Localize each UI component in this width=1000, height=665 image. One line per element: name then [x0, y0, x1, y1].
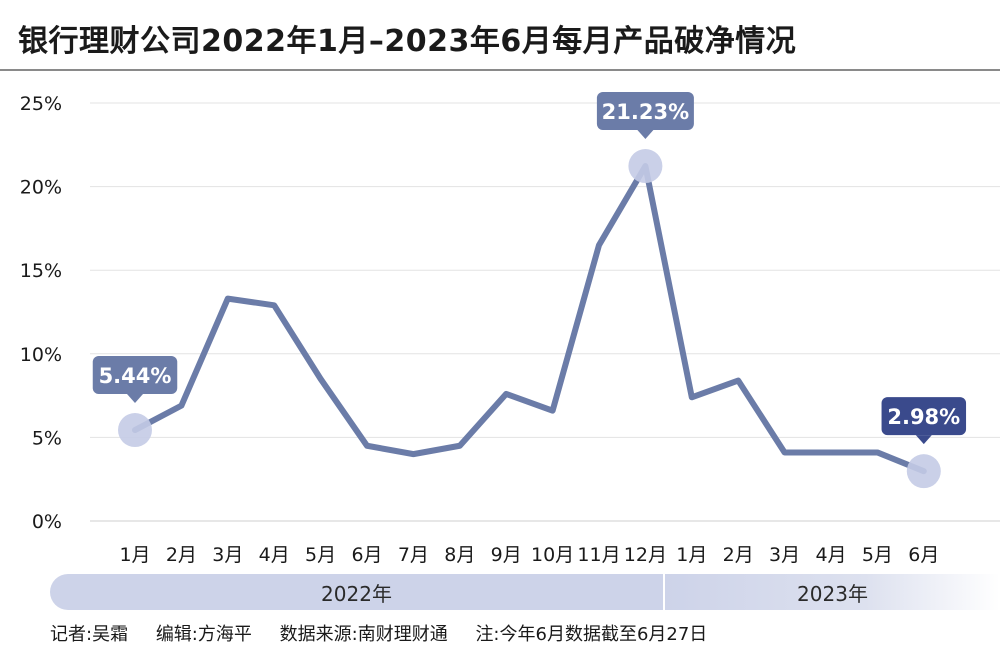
callout-pointer	[637, 130, 654, 140]
x-tick-label: 6月	[351, 544, 382, 566]
data-point	[179, 403, 184, 408]
chart-title: 银行理财公司2022年1月–2023年6月每月产品破净情况	[18, 24, 797, 59]
data-point	[736, 378, 741, 383]
x-tick-label: 4月	[815, 544, 846, 566]
x-tick-label: 3月	[769, 544, 800, 566]
highlight-marker	[628, 149, 663, 184]
x-tick-label: 5月	[305, 544, 336, 566]
x-tick-label: 1月	[676, 544, 707, 566]
x-tick-label: 2月	[723, 544, 754, 566]
data-source: 数据来源:南财理财通	[279, 624, 448, 645]
data-label: 21.23%	[602, 100, 689, 124]
x-tick-label: 4月	[259, 544, 290, 566]
data-point	[225, 296, 230, 301]
x-tick-label: 8月	[444, 544, 475, 566]
y-tick-label: 0%	[32, 511, 62, 533]
callout-pointer	[915, 435, 932, 445]
x-tick-label: 11月	[577, 544, 620, 566]
y-tick-label: 10%	[20, 344, 62, 366]
data-note: 注:今年6月数据截至6月27日	[475, 624, 708, 645]
y-tick-label: 20%	[20, 177, 62, 199]
y-tick-label: 5%	[32, 427, 62, 449]
x-tick-label: 7月	[398, 544, 429, 566]
highlight-marker	[906, 454, 941, 489]
data-point	[457, 443, 462, 448]
footer-credits: 记者:吴霜 编辑:方海平 数据来源:南财理财通 注:今年6月数据截至6月27日	[50, 620, 729, 646]
data-point	[550, 408, 555, 413]
data-point	[365, 443, 369, 448]
data-point	[829, 450, 833, 455]
editor-credit: 编辑:方海平	[155, 624, 252, 645]
x-tick-label: 5月	[862, 544, 893, 566]
data-point	[875, 450, 880, 455]
series-line	[132, 163, 927, 475]
callout-background	[881, 397, 967, 436]
x-tick-label: 12月	[624, 544, 667, 566]
year-label-2023: 2023年	[665, 574, 1000, 610]
data-label: 5.44%	[99, 364, 172, 388]
callout-box: 5.44%	[92, 356, 178, 404]
callout-background	[92, 356, 178, 395]
data-point	[272, 303, 277, 308]
callout-box: 2.98%	[881, 397, 967, 445]
x-tick-label: 1月	[119, 544, 150, 566]
data-point	[782, 450, 787, 455]
year-label-2022: 2022年	[50, 574, 663, 610]
x-tick-label: 6月	[908, 544, 939, 566]
data-point	[597, 243, 601, 248]
callout-box: 21.23%	[596, 92, 694, 140]
reporter-credit: 记者:吴霜	[50, 624, 129, 645]
x-tick-label: 2月	[166, 544, 197, 566]
callout-pointer	[127, 394, 143, 404]
year-band: 2022年 2023年	[50, 574, 1000, 610]
x-tick-label: 9月	[491, 544, 522, 566]
callout-background	[596, 92, 694, 131]
y-tick-label: 15%	[20, 260, 62, 282]
title-divider	[0, 69, 1000, 71]
data-label: 2.98%	[887, 405, 960, 429]
x-tick-label: 10月	[531, 544, 574, 566]
highlight-marker	[118, 413, 152, 448]
data-point	[504, 391, 509, 396]
data-point	[689, 395, 694, 400]
y-tick-label: 25%	[20, 93, 62, 115]
x-tick-label: 3月	[212, 544, 243, 566]
data-point	[411, 452, 416, 457]
data-point	[318, 376, 323, 381]
